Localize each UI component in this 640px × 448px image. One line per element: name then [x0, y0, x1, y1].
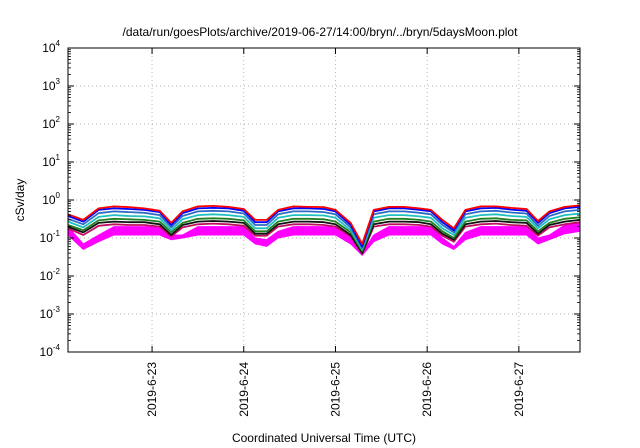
y-tick-label: 102	[42, 115, 60, 131]
y-tick-label: 104	[42, 39, 60, 55]
grid	[68, 48, 580, 352]
y-tick-label: 100	[42, 191, 60, 207]
series-line-4	[67, 212, 581, 251]
x-tick-label: 2019-6-23	[145, 362, 159, 417]
y-axis: 104 103 102 101 100 10-1 10-2 10-3 10-4	[40, 39, 580, 359]
series-line-3	[67, 209, 581, 249]
x-tick-label: 2019-6-26	[420, 362, 434, 417]
series-layer	[67, 204, 581, 255]
envelope-band	[67, 222, 581, 257]
series-line-7	[67, 221, 581, 255]
chart-title: /data/run/goesPlots/archive/2019-06-27/1…	[123, 25, 519, 39]
x-tick-label: 2019-6-25	[328, 362, 342, 417]
y-tick-label: 101	[42, 153, 60, 169]
series-line-6	[67, 219, 581, 255]
y-tick-label: 10-3	[40, 305, 61, 321]
y-axis-label: cSv/day	[13, 179, 27, 222]
series-line-5	[67, 216, 581, 253]
x-tick-label: 2019-6-27	[512, 362, 526, 417]
y-tick-label: 10-2	[40, 267, 61, 283]
x-tick-label: 2019-6-24	[237, 362, 251, 417]
x-axis: 2019-6-23 2019-6-24 2019-6-25 2019-6-26 2019…	[145, 48, 526, 417]
y-tick-label: 10-4	[40, 343, 61, 359]
y-tick-label: 10-1	[40, 229, 61, 245]
y-tick-label: 103	[42, 77, 60, 93]
series-line-2	[67, 206, 581, 248]
series-line-1	[67, 204, 581, 245]
x-axis-label: Coordinated Universal Time (UTC)	[232, 431, 416, 445]
envelope-layer	[67, 222, 581, 257]
